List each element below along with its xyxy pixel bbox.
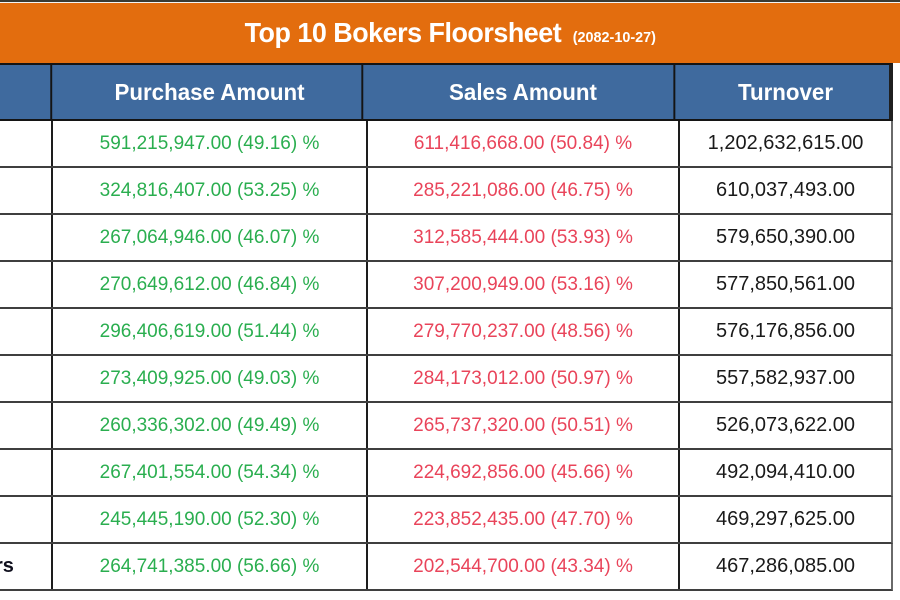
sales-cell: 312,585,444.00 (53.93) % xyxy=(368,215,680,260)
sales-cell: 284,173,012.00 (50.97) % xyxy=(368,356,680,401)
header-turnover: Turnover xyxy=(737,78,834,105)
header-sales-amount: Sales Amount xyxy=(373,65,676,119)
title-banner: Top 10 Bokers Floorsheet (2082-10-27) xyxy=(0,3,900,63)
table-row: 273,409,925.00 (49.03) % 284,173,012.00 … xyxy=(0,356,893,403)
turnover-cell: 467,286,085.00 xyxy=(715,555,856,577)
top-gap xyxy=(0,2,900,3)
sales-cell: 611,416,668.00 (50.84) % xyxy=(368,121,680,166)
sales-cell: 202,544,700.00 (43.34) % xyxy=(368,544,680,589)
title-date: (2082-10-27) xyxy=(572,29,656,46)
turnover-cell: 577,850,561.00 xyxy=(715,273,856,295)
turnover-cell: 1,202,632,615.00 xyxy=(707,132,864,154)
purchase-cell: 264,741,385.00 (56.66) % xyxy=(53,544,368,589)
broker-cell xyxy=(0,168,53,213)
broker-cell xyxy=(0,450,53,495)
turnover-cell: 469,297,625.00 xyxy=(715,508,856,530)
top-border-line xyxy=(0,0,900,2)
header-broker xyxy=(1,65,53,119)
sales-cell: 285,221,086.00 (46.75) % xyxy=(368,168,680,213)
broker-cell xyxy=(0,497,53,542)
table-row: 324,816,407.00 (53.25) % 285,221,086.00 … xyxy=(0,168,893,215)
table-row: 296,406,619.00 (51.44) % 279,770,237.00 … xyxy=(0,309,893,356)
table-row: 267,064,946.00 (46.07) % 312,585,444.00 … xyxy=(0,215,893,262)
table-row: 270,649,612.00 (46.84) % 307,200,949.00 … xyxy=(0,262,893,309)
broker-cell xyxy=(0,262,53,307)
broker-cell xyxy=(0,356,53,401)
purchase-cell: 270,649,612.00 (46.84) % xyxy=(53,262,368,307)
turnover-cell: 610,037,493.00 xyxy=(715,179,856,201)
column-header-row: Purchase Amount Sales Amount Turnover xyxy=(0,63,893,121)
turnover-cell: 526,073,622.00 xyxy=(715,414,856,436)
table-row: 267,401,554.00 (54.34) % 224,692,856.00 … xyxy=(0,450,893,497)
purchase-cell: 324,816,407.00 (53.25) % xyxy=(53,168,368,213)
purchase-cell: 260,336,302.00 (49.49) % xyxy=(53,403,368,448)
purchase-cell: 267,064,946.00 (46.07) % xyxy=(53,215,368,260)
sales-cell: 279,770,237.00 (48.56) % xyxy=(368,309,680,354)
page-title: Top 10 Bokers Floorsheet xyxy=(244,17,561,48)
purchase-cell: 591,215,947.00 (49.16) % xyxy=(53,121,368,166)
broker-cell xyxy=(0,403,53,448)
purchase-cell: 296,406,619.00 (51.44) % xyxy=(53,309,368,354)
broker-cell xyxy=(0,215,53,260)
broker-cell xyxy=(0,309,53,354)
sales-cell: 307,200,949.00 (53.16) % xyxy=(368,262,680,307)
table-row: 260,336,302.00 (49.49) % 265,737,320.00 … xyxy=(0,403,893,450)
broker-cell xyxy=(0,121,53,166)
header-purchase-amount: Purchase Amount xyxy=(58,65,364,119)
turnover-cell: 576,176,856.00 xyxy=(715,320,856,342)
table-row: rs 264,741,385.00 (56.66) % 202,544,700.… xyxy=(0,544,893,591)
title-group: Top 10 Bokers Floorsheet (2082-10-27) xyxy=(244,17,655,49)
broker-cell: rs xyxy=(0,544,53,589)
sales-cell: 265,737,320.00 (50.51) % xyxy=(368,403,680,448)
turnover-cell: 557,582,937.00 xyxy=(715,367,856,389)
turnover-cell: 492,094,410.00 xyxy=(715,461,856,483)
sales-cell: 224,692,856.00 (45.66) % xyxy=(368,450,680,495)
purchase-cell: 245,445,190.00 (52.30) % xyxy=(53,497,368,542)
turnover-cell: 579,650,390.00 xyxy=(715,226,856,248)
purchase-cell: 267,401,554.00 (54.34) % xyxy=(53,450,368,495)
table-row: 591,215,947.00 (49.16) % 611,416,668.00 … xyxy=(0,121,893,168)
sales-cell: 223,852,435.00 (47.70) % xyxy=(368,497,680,542)
purchase-cell: 273,409,925.00 (49.03) % xyxy=(53,356,368,401)
table-row: 245,445,190.00 (52.30) % 223,852,435.00 … xyxy=(0,497,893,544)
